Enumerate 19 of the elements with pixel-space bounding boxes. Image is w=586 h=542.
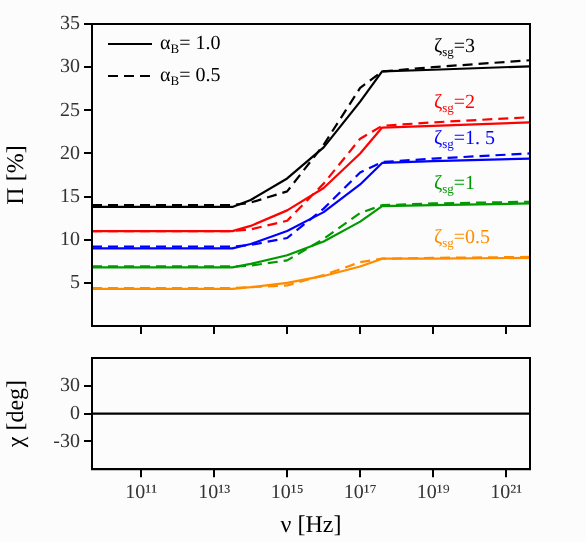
x-tick-label: 10¹⁹	[416, 482, 451, 505]
y-tick-label: 30	[60, 375, 80, 398]
y-tick-label: 0	[70, 402, 80, 425]
y-tick-label: 15	[60, 185, 80, 208]
y-axis-title: Π [%]	[0, 145, 29, 205]
y-axis-title: χ [deg]	[0, 379, 29, 450]
x-axis-title: ν [Hz]	[280, 509, 342, 538]
x-tick-label: 10¹⁷	[343, 482, 378, 505]
y-tick-label: 10	[60, 228, 80, 251]
y-tick-label: -30	[53, 430, 80, 453]
y-tick-label: 30	[60, 56, 80, 79]
x-tick-label: 10²¹	[490, 482, 523, 505]
x-tick-label: 10¹³	[198, 482, 231, 505]
y-tick-label: 35	[60, 13, 80, 36]
x-tick-label: 10¹¹	[125, 482, 158, 505]
x-tick-label: 10¹⁵	[270, 482, 304, 505]
y-tick-label: 25	[60, 99, 80, 122]
y-tick-label: 5	[70, 272, 80, 295]
y-tick-label: 20	[60, 142, 80, 165]
